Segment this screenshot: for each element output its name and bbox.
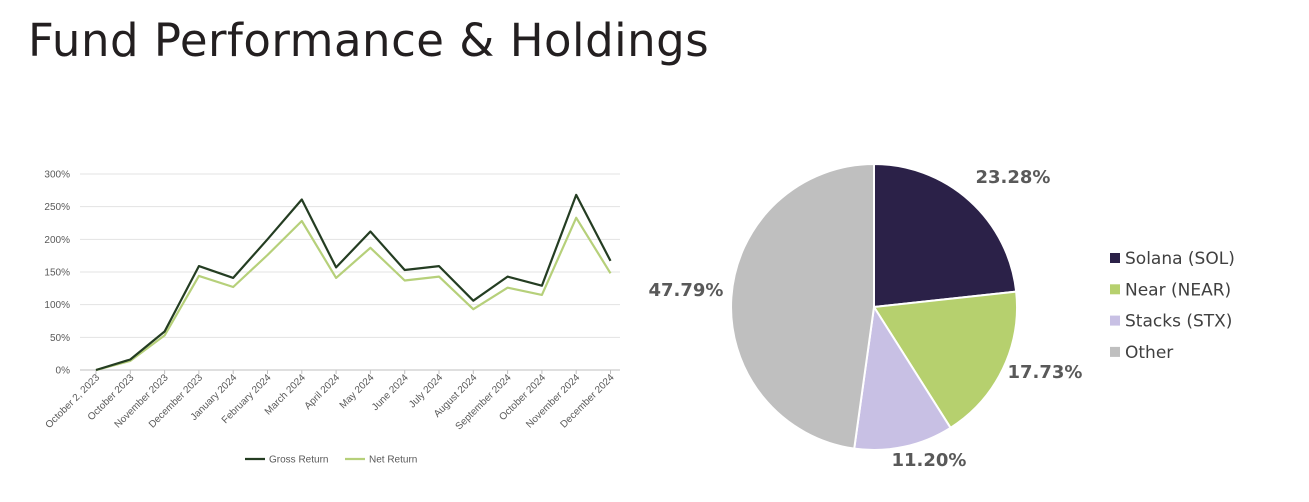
page-title: Fund Performance & Holdings bbox=[28, 14, 710, 67]
y-tick-label: 250% bbox=[44, 202, 70, 213]
line-chart: 0%50%100%150%200%250%300%October 2, 2023… bbox=[44, 170, 620, 466]
pie-slice-solana bbox=[873, 162, 1018, 309]
pie-slice-near bbox=[872, 290, 1018, 430]
y-tick-label: 300% bbox=[44, 170, 70, 181]
pie-data-label: 23.28% bbox=[976, 167, 1051, 188]
y-tick-label: 100% bbox=[44, 300, 70, 311]
pie-legend-item: Stacks (STX) bbox=[1110, 312, 1232, 332]
y-tick-label: 0% bbox=[56, 366, 71, 377]
legend-swatch bbox=[1110, 346, 1120, 357]
legend-label: Near (NEAR) bbox=[1125, 280, 1231, 300]
legend-item: Net Return bbox=[345, 455, 417, 466]
y-tick-label: 50% bbox=[50, 333, 70, 344]
pie-slice-stacks bbox=[853, 304, 952, 451]
legend-swatch bbox=[1110, 284, 1120, 295]
pie-data-label: 11.20% bbox=[892, 450, 967, 471]
legend-swatch bbox=[1110, 253, 1120, 263]
pie-slice-other bbox=[730, 162, 875, 450]
legend-label: Gross Return bbox=[269, 455, 328, 466]
x-tick-label: April 2024 bbox=[303, 372, 343, 412]
legend-swatch bbox=[1110, 315, 1120, 326]
y-tick-label: 200% bbox=[44, 235, 70, 246]
series-line-net-return bbox=[95, 216, 612, 372]
y-tick-label: 150% bbox=[44, 268, 70, 279]
pie-legend-item: Other bbox=[1110, 343, 1173, 363]
series-line-gross-return bbox=[95, 193, 612, 372]
legend-label: Solana (SOL) bbox=[1125, 249, 1235, 269]
legend-label: Net Return bbox=[369, 455, 417, 466]
legend-label: Stacks (STX) bbox=[1125, 312, 1232, 332]
pie-legend-item: Near (NEAR) bbox=[1110, 280, 1231, 300]
pie-data-label: 17.73% bbox=[1008, 362, 1083, 383]
legend-item: Gross Return bbox=[245, 455, 328, 466]
x-tick-label: June 2024 bbox=[370, 372, 411, 413]
legend-label: Other bbox=[1125, 343, 1173, 363]
pie-legend-item: Solana (SOL) bbox=[1110, 249, 1235, 269]
